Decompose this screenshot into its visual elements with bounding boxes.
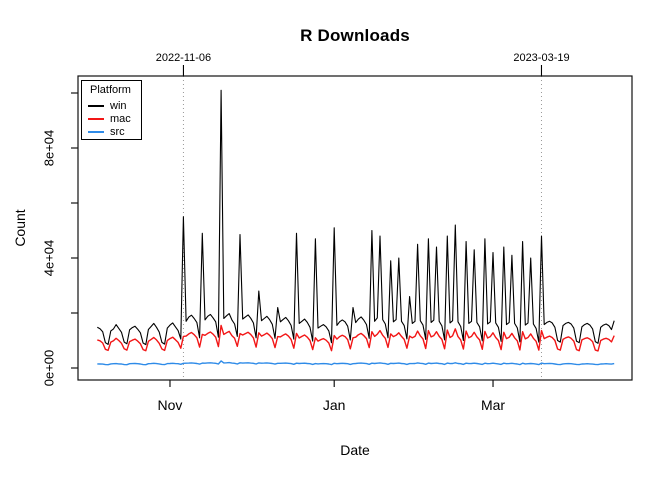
legend-label-win: win [110, 99, 127, 112]
plot-box [77, 75, 633, 381]
legend-title: Platform [90, 84, 131, 96]
vline-label-left: 2022-11-06 [155, 52, 212, 64]
x-tick-label-jan: Jan [322, 397, 346, 413]
y-tick-label-0: 0e+00 [41, 349, 57, 387]
x-axis-title: Date [340, 442, 370, 458]
vline-label-right: 2023-03-19 [513, 52, 570, 64]
series-line-src [97, 360, 615, 366]
y-axis-title: Count [12, 209, 28, 247]
x-tick-label-nov: Nov [157, 397, 183, 413]
legend-item-src: src [88, 125, 141, 138]
mac-line-swatch-icon [88, 117, 104, 120]
legend-item-win: win [88, 99, 141, 112]
chart-title: R Downloads [300, 26, 410, 45]
legend-label-src: src [110, 125, 125, 138]
legend-label-mac: mac [110, 112, 131, 125]
win-line-swatch-icon [88, 104, 104, 107]
x-tick-label-mar: Mar [480, 397, 506, 413]
src-line-swatch-icon [88, 130, 104, 133]
series-line-mac [97, 324, 615, 352]
series-line-win [97, 89, 615, 346]
legend: Platform win mac src [81, 80, 142, 140]
legend-item-mac: mac [88, 112, 141, 125]
y-tick-label-4e04: 4e+04 [41, 239, 57, 277]
y-tick-label-8e04: 8e+04 [41, 129, 57, 167]
